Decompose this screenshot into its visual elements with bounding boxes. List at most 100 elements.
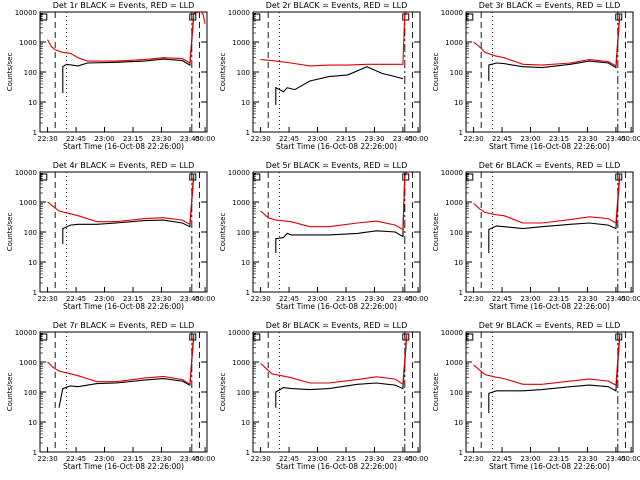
x-tick-label: 22:30	[463, 135, 483, 143]
y-tick-label: 10	[28, 259, 37, 267]
y-tick-label: 10000	[228, 329, 250, 337]
y-tick-label: 100	[237, 389, 250, 397]
y-tick-label: 1000	[445, 39, 463, 47]
x-tick-label: 23:00	[520, 295, 540, 303]
x-tick-label: 22:30	[250, 455, 270, 463]
panel-7: Det 7r BLACK = Events, RED = LLD 1 10 100 10…	[6, 321, 215, 471]
x-axis-label: Start Time (16-Oct-08 22:26:00)	[276, 142, 397, 151]
y-tick-label: 10000	[15, 169, 37, 177]
x-tick-label: 00:00	[408, 295, 428, 303]
panel-title: Det 5r BLACK = Events, RED = LLD	[266, 161, 408, 170]
y-tick-label: 10000	[441, 169, 463, 177]
x-tick-label: 22:30	[37, 135, 57, 143]
x-tick-label: 23:15	[549, 295, 569, 303]
x-tick-label: 23:00	[94, 135, 114, 143]
x-tick-label: 23:45	[393, 135, 413, 143]
marker-square	[40, 13, 48, 21]
series-line-events	[58, 336, 195, 408]
x-tick-label: 23:30	[151, 295, 171, 303]
x-tick-label: 00:00	[408, 135, 428, 143]
panel-9: Det 9r BLACK = Events, RED = LLD 1 10 100 10…	[432, 321, 640, 471]
x-tick-label: 00:00	[195, 455, 215, 463]
x-tick-label: 23:45	[180, 135, 200, 143]
panel-title: Det 6r BLACK = Events, RED = LLD	[479, 161, 621, 170]
panel-title: Det 3r BLACK = Events, RED = LLD	[479, 1, 621, 10]
marker-square	[253, 13, 261, 21]
x-tick-label: 23:00	[520, 135, 540, 143]
panel-title: Det 7r BLACK = Events, RED = LLD	[53, 321, 195, 330]
y-axis-label: Counts/sec	[6, 373, 14, 412]
panel-title: Det 4r BLACK = Events, RED = LLD	[53, 161, 195, 170]
series-line-lld	[260, 333, 408, 386]
y-axis-label: Counts/sec	[432, 373, 440, 412]
x-tick-label: 23:30	[577, 455, 597, 463]
plot-frame	[39, 331, 208, 453]
x-tick-label: 23:30	[364, 135, 384, 143]
x-tick-label: 23:15	[549, 135, 569, 143]
marker-square	[402, 13, 410, 21]
x-tick-label: 22:45	[492, 295, 512, 303]
y-tick-label: 1000	[232, 199, 250, 207]
y-tick-label: 100	[24, 389, 37, 397]
y-tick-label: 10000	[441, 9, 463, 17]
panel-title: Det 2r BLACK = Events, RED = LLD	[266, 1, 408, 10]
plot-frame	[465, 331, 634, 453]
x-tick-label: 22:30	[463, 295, 483, 303]
y-tick-label: 1000	[445, 359, 463, 367]
series-line-events	[62, 16, 195, 93]
x-tick-label: 22:30	[463, 455, 483, 463]
y-tick-label: 10000	[15, 329, 37, 337]
panel-8: Det 8r BLACK = Events, RED = LLD 1 10 100 10…	[219, 321, 428, 471]
series-line-events	[275, 173, 406, 253]
x-axis-label: Start Time (16-Oct-08 22:26:00)	[489, 302, 610, 311]
panel-5: Det 5r BLACK = Events, RED = LLD 1 10 100 10…	[219, 161, 428, 311]
y-tick-label: 1	[459, 449, 463, 457]
x-tick-label: 23:30	[577, 135, 597, 143]
x-tick-label: 23:45	[180, 295, 200, 303]
y-tick-label: 100	[237, 229, 250, 237]
x-axis-label: Start Time (16-Oct-08 22:26:00)	[63, 142, 184, 151]
series-line-lld	[473, 173, 621, 224]
panel-3: Det 3r BLACK = Events, RED = LLD 1 10 100 10…	[432, 1, 640, 151]
x-tick-label: 23:00	[520, 455, 540, 463]
series-line-lld	[47, 12, 206, 64]
x-tick-label: 00:00	[195, 295, 215, 303]
panel-6: Det 6r BLACK = Events, RED = LLD 1 10 100 10…	[432, 161, 640, 311]
y-tick-label: 100	[24, 229, 37, 237]
y-tick-label: 1000	[19, 39, 37, 47]
y-tick-label: 10	[454, 419, 463, 427]
x-tick-label: 23:15	[123, 455, 143, 463]
x-tick-label: 23:15	[336, 135, 356, 143]
y-tick-label: 10	[241, 419, 250, 427]
x-tick-label: 22:45	[492, 135, 512, 143]
x-tick-label: 23:30	[364, 295, 384, 303]
series-line-lld	[473, 13, 621, 67]
marker-square	[466, 333, 474, 341]
panel-title: Det 8r BLACK = Events, RED = LLD	[266, 321, 408, 330]
x-axis-label: Start Time (16-Oct-08 22:26:00)	[489, 462, 610, 471]
y-tick-label: 1	[246, 129, 250, 137]
y-tick-label: 10	[241, 259, 250, 267]
x-tick-label: 23:15	[549, 455, 569, 463]
plot-frame	[252, 331, 421, 453]
x-tick-label: 23:15	[336, 455, 356, 463]
x-tick-label: 22:45	[279, 295, 299, 303]
series-line-events	[275, 336, 408, 408]
series-line-lld	[260, 172, 408, 231]
x-tick-label: 23:45	[606, 135, 626, 143]
plot-frame	[465, 11, 634, 133]
y-tick-label: 10000	[228, 169, 250, 177]
y-tick-label: 10	[241, 99, 250, 107]
marker-square	[40, 173, 48, 181]
y-tick-label: 10000	[441, 329, 463, 337]
x-tick-label: 22:45	[66, 295, 86, 303]
x-axis-label: Start Time (16-Oct-08 22:26:00)	[489, 142, 610, 151]
x-tick-label: 23:00	[307, 455, 327, 463]
y-tick-label: 1	[246, 289, 250, 297]
x-axis-label: Start Time (16-Oct-08 22:26:00)	[63, 462, 184, 471]
y-tick-label: 100	[450, 69, 463, 77]
panel-title: Det 9r BLACK = Events, RED = LLD	[479, 321, 621, 330]
x-tick-label: 00:00	[621, 455, 640, 463]
y-tick-label: 10	[454, 259, 463, 267]
